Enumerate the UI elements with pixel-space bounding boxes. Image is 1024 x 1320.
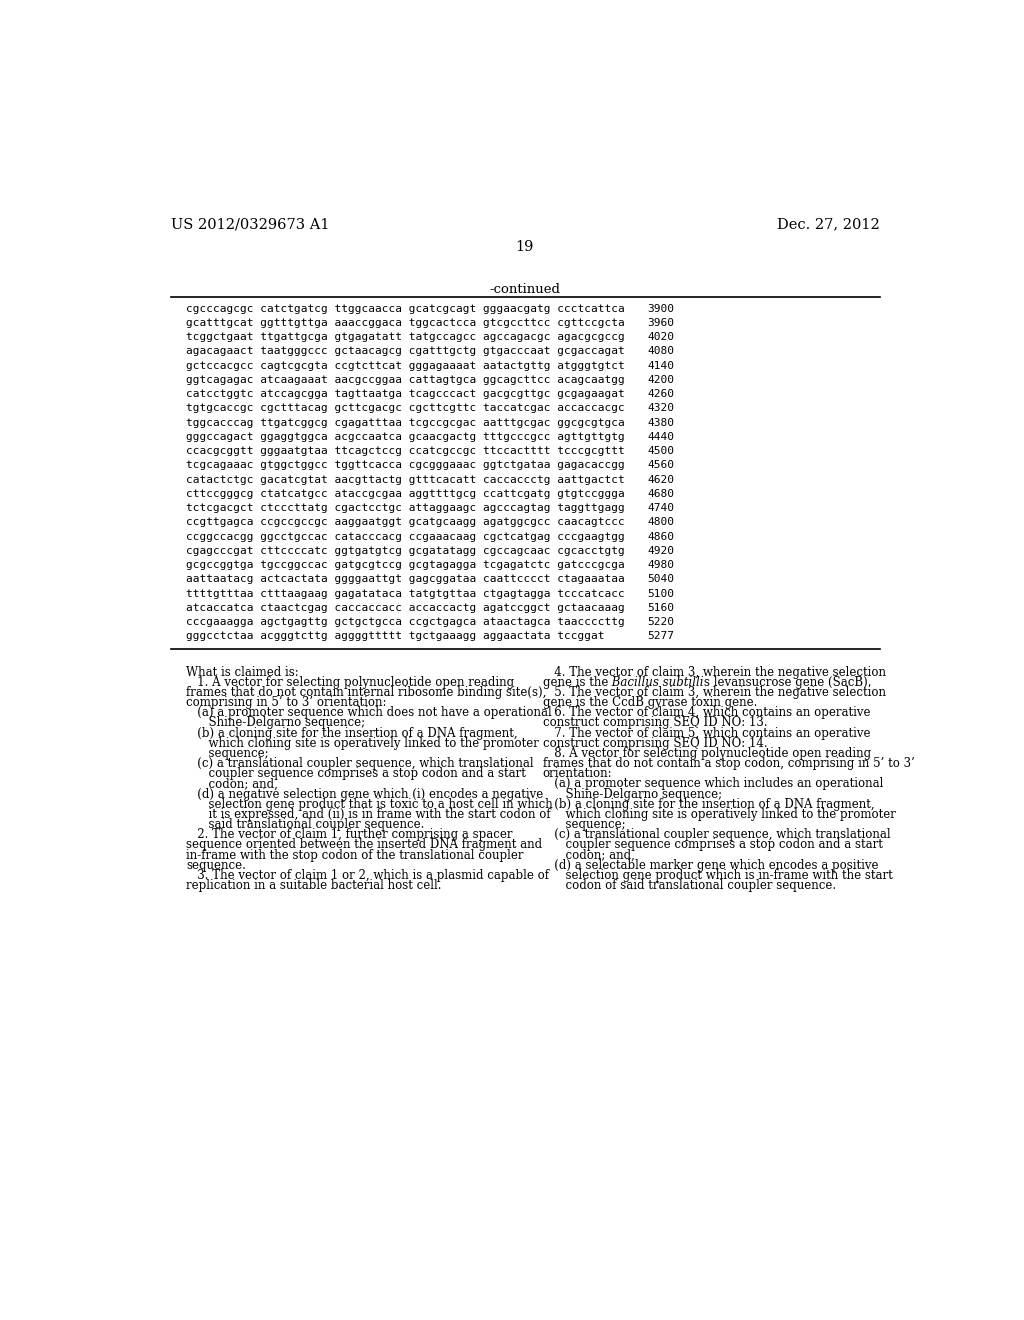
Text: 4020: 4020 — [647, 333, 674, 342]
Text: codon; and,: codon; and, — [186, 777, 278, 791]
Text: gene is the CcdB gyrase toxin gene.: gene is the CcdB gyrase toxin gene. — [543, 696, 757, 709]
Text: cgagcccgat cttccccatc ggtgatgtcg gcgatatagg cgccagcaac cgcacctgtg: cgagcccgat cttccccatc ggtgatgtcg gcgatat… — [186, 546, 625, 556]
Text: tcggctgaat ttgattgcga gtgagatatt tatgccagcc agccagacgc agacgcgccg: tcggctgaat ttgattgcga gtgagatatt tatgcca… — [186, 333, 625, 342]
Text: 5220: 5220 — [647, 618, 674, 627]
Text: tgtgcaccgc cgctttacag gcttcgacgc cgcttcgttc taccatcgac accaccacgc: tgtgcaccgc cgctttacag gcttcgacgc cgcttcg… — [186, 404, 625, 413]
Text: 5160: 5160 — [647, 603, 674, 612]
Text: which cloning site is operatively linked to the promoter: which cloning site is operatively linked… — [543, 808, 896, 821]
Text: 2. The vector of claim 1, further comprising a spacer: 2. The vector of claim 1, further compri… — [186, 828, 513, 841]
Text: said translational coupler sequence.: said translational coupler sequence. — [186, 818, 425, 832]
Text: (d) a selectable marker gene which encodes a positive: (d) a selectable marker gene which encod… — [543, 859, 879, 871]
Text: 3. The vector of claim 1 or 2, which is a plasmid capable of: 3. The vector of claim 1 or 2, which is … — [186, 869, 549, 882]
Text: sequence oriented between the inserted DNA fragment and: sequence oriented between the inserted D… — [186, 838, 543, 851]
Text: ccggccacgg ggcctgccac catacccacg ccgaaacaag cgctcatgag cccgaagtgg: ccggccacgg ggcctgccac catacccacg ccgaaac… — [186, 532, 625, 541]
Text: gggccagact ggaggtggca acgccaatca gcaacgactg tttgcccgcc agttgttgtg: gggccagact ggaggtggca acgccaatca gcaacga… — [186, 432, 625, 442]
Text: which cloning site is operatively linked to the promoter: which cloning site is operatively linked… — [186, 737, 539, 750]
Text: catactctgc gacatcgtat aacgttactg gtttcacatt caccaccctg aattgactct: catactctgc gacatcgtat aacgttactg gtttcac… — [186, 475, 625, 484]
Text: 3900: 3900 — [647, 304, 674, 314]
Text: sequence;: sequence; — [186, 747, 268, 760]
Text: -continued: -continued — [489, 284, 560, 297]
Text: 4680: 4680 — [647, 488, 674, 499]
Text: 5040: 5040 — [647, 574, 674, 585]
Text: agacagaact taatgggccc gctaacagcg cgatttgctg gtgacccaat gcgaccagat: agacagaact taatgggccc gctaacagcg cgatttg… — [186, 346, 625, 356]
Text: orientation:: orientation: — [543, 767, 612, 780]
Text: coupler sequence comprises a stop codon and a start: coupler sequence comprises a stop codon … — [543, 838, 883, 851]
Text: Bacillus subtilli: Bacillus subtilli — [608, 676, 703, 689]
Text: 5100: 5100 — [647, 589, 674, 599]
Text: 8. A vector for selecting polynucleotide open reading: 8. A vector for selecting polynucleotide… — [543, 747, 870, 760]
Text: frames that do not contain internal ribosome binding site(s),: frames that do not contain internal ribo… — [186, 686, 547, 700]
Text: tcgcagaaac gtggctggcc tggttcacca cgcgggaaac ggtctgataa gagacaccgg: tcgcagaaac gtggctggcc tggttcacca cgcggga… — [186, 461, 625, 470]
Text: catcctggtc atccagcgga tagttaatga tcagcccact gacgcgttgc gcgagaagat: catcctggtc atccagcgga tagttaatga tcagccc… — [186, 389, 625, 399]
Text: cccgaaagga agctgagttg gctgctgcca ccgctgagca ataactagca taaccccttg: cccgaaagga agctgagttg gctgctgcca ccgctga… — [186, 618, 625, 627]
Text: codon; and,: codon; and, — [543, 849, 635, 862]
Text: tggcacccag ttgatcggcg cgagatttaa tcgccgcgac aatttgcgac ggcgcgtgca: tggcacccag ttgatcggcg cgagatttaa tcgccgc… — [186, 417, 625, 428]
Text: selection gene product which is in-frame with the start: selection gene product which is in-frame… — [543, 869, 892, 882]
Text: ccacgcggtt gggaatgtaa ttcagctccg ccatcgccgc ttccactttt tcccgcgttt: ccacgcggtt gggaatgtaa ttcagctccg ccatcgc… — [186, 446, 625, 457]
Text: gcgccggtga tgccggccac gatgcgtccg gcgtagagga tcgagatctc gatcccgcga: gcgccggtga tgccggccac gatgcgtccg gcgtaga… — [186, 560, 625, 570]
Text: 4440: 4440 — [647, 432, 674, 442]
Text: 4080: 4080 — [647, 346, 674, 356]
Text: 5. The vector of claim 3, wherein the negative selection: 5. The vector of claim 3, wherein the ne… — [543, 686, 886, 700]
Text: cttccgggcg ctatcatgcc ataccgcgaa aggttttgcg ccattcgatg gtgtccggga: cttccgggcg ctatcatgcc ataccgcgaa aggtttt… — [186, 488, 625, 499]
Text: 6. The vector of claim 4, which contains an operative: 6. The vector of claim 4, which contains… — [543, 706, 870, 719]
Text: ggtcagagac atcaagaaat aacgccggaa cattagtgca ggcagcttcc acagcaatgg: ggtcagagac atcaagaaat aacgccggaa cattagt… — [186, 375, 625, 385]
Text: 7. The vector of claim 5, which contains an operative: 7. The vector of claim 5, which contains… — [543, 726, 870, 739]
Text: gctccacgcc cagtcgcgta ccgtcttcat gggagaaaat aatactgttg atgggtgtct: gctccacgcc cagtcgcgta ccgtcttcat gggagaa… — [186, 360, 625, 371]
Text: codon of said translational coupler sequence.: codon of said translational coupler sequ… — [543, 879, 836, 892]
Text: (c) a translational coupler sequence, which translational: (c) a translational coupler sequence, wh… — [543, 828, 890, 841]
Text: 4560: 4560 — [647, 461, 674, 470]
Text: What is claimed is:: What is claimed is: — [186, 665, 299, 678]
Text: comprising in 5’ to 3’ orientation:: comprising in 5’ to 3’ orientation: — [186, 696, 387, 709]
Text: 4260: 4260 — [647, 389, 674, 399]
Text: 4860: 4860 — [647, 532, 674, 541]
Text: it is expressed, and (ii) is in frame with the start codon of: it is expressed, and (ii) is in frame wi… — [186, 808, 551, 821]
Text: 4980: 4980 — [647, 560, 674, 570]
Text: selection gene product that is toxic to a host cell in which: selection gene product that is toxic to … — [186, 797, 553, 810]
Text: (b) a cloning site for the insertion of a DNA fragment,: (b) a cloning site for the insertion of … — [543, 797, 874, 810]
Text: 4200: 4200 — [647, 375, 674, 385]
Text: sequence.: sequence. — [186, 859, 246, 871]
Text: construct comprising SEQ ID NO: 13.: construct comprising SEQ ID NO: 13. — [543, 717, 767, 730]
Text: (d) a negative selection gene which (i) encodes a negative: (d) a negative selection gene which (i) … — [186, 788, 544, 801]
Text: ttttgtttaa ctttaagaag gagatataca tatgtgttaa ctgagtagga tcccatcacc: ttttgtttaa ctttaagaag gagatataca tatgtgt… — [186, 589, 625, 599]
Text: Shine-Delgarno sequence;: Shine-Delgarno sequence; — [543, 788, 722, 801]
Text: ccgttgagca ccgccgccgc aaggaatggt gcatgcaagg agatggcgcc caacagtccc: ccgttgagca ccgccgccgc aaggaatggt gcatgca… — [186, 517, 625, 528]
Text: (a) a promoter sequence which does not have a operational: (a) a promoter sequence which does not h… — [186, 706, 552, 719]
Text: 4. The vector of claim 3, wherein the negative selection: 4. The vector of claim 3, wherein the ne… — [543, 665, 886, 678]
Text: (b) a cloning site for the insertion of a DNA fragment,: (b) a cloning site for the insertion of … — [186, 726, 518, 739]
Text: in-frame with the stop codon of the translational coupler: in-frame with the stop codon of the tran… — [186, 849, 523, 862]
Text: (c) a translational coupler sequence, which translational: (c) a translational coupler sequence, wh… — [186, 758, 534, 770]
Text: 1. A vector for selecting polynucleotide open reading: 1. A vector for selecting polynucleotide… — [186, 676, 514, 689]
Text: frames that do not contain a stop codon, comprising in 5’ to 3’: frames that do not contain a stop codon,… — [543, 758, 914, 770]
Text: 4620: 4620 — [647, 475, 674, 484]
Text: 4500: 4500 — [647, 446, 674, 457]
Text: construct comprising SEQ ID NO: 14.: construct comprising SEQ ID NO: 14. — [543, 737, 767, 750]
Text: gene is the: gene is the — [543, 676, 608, 689]
Text: atcaccatca ctaactcgag caccaccacc accaccactg agatccggct gctaacaaag: atcaccatca ctaactcgag caccaccacc accacca… — [186, 603, 625, 612]
Text: 4140: 4140 — [647, 360, 674, 371]
Text: 4380: 4380 — [647, 417, 674, 428]
Text: 19: 19 — [516, 240, 534, 253]
Text: s levansucrose gene (SacB).: s levansucrose gene (SacB). — [703, 676, 871, 689]
Text: sequence;: sequence; — [543, 818, 626, 832]
Text: gcatttgcat ggtttgttga aaaccggaca tggcactcca gtcgccttcc cgttccgcta: gcatttgcat ggtttgttga aaaccggaca tggcact… — [186, 318, 625, 327]
Text: replication in a suitable bacterial host cell.: replication in a suitable bacterial host… — [186, 879, 441, 892]
Text: 4800: 4800 — [647, 517, 674, 528]
Text: US 2012/0329673 A1: US 2012/0329673 A1 — [171, 218, 329, 231]
Text: coupler sequence comprises a stop codon and a start: coupler sequence comprises a stop codon … — [186, 767, 526, 780]
Text: 4740: 4740 — [647, 503, 674, 513]
Text: 4320: 4320 — [647, 404, 674, 413]
Text: cgcccagcgc catctgatcg ttggcaacca gcatcgcagt gggaacgatg ccctcattca: cgcccagcgc catctgatcg ttggcaacca gcatcgc… — [186, 304, 625, 314]
Text: tctcgacgct ctcccttatg cgactcctgc attaggaagc agcccagtag taggttgagg: tctcgacgct ctcccttatg cgactcctgc attagga… — [186, 503, 625, 513]
Text: (a) a promoter sequence which includes an operational: (a) a promoter sequence which includes a… — [543, 777, 883, 791]
Text: 3960: 3960 — [647, 318, 674, 327]
Text: gggcctctaa acgggtcttg aggggttttt tgctgaaagg aggaactata tccggat: gggcctctaa acgggtcttg aggggttttt tgctgaa… — [186, 631, 604, 642]
Text: 5277: 5277 — [647, 631, 674, 642]
Text: Dec. 27, 2012: Dec. 27, 2012 — [777, 218, 880, 231]
Text: 4920: 4920 — [647, 546, 674, 556]
Text: aattaatacg actcactata ggggaattgt gagcggataa caattcccct ctagaaataa: aattaatacg actcactata ggggaattgt gagcgga… — [186, 574, 625, 585]
Text: Shine-Delgarno sequence;: Shine-Delgarno sequence; — [186, 717, 366, 730]
